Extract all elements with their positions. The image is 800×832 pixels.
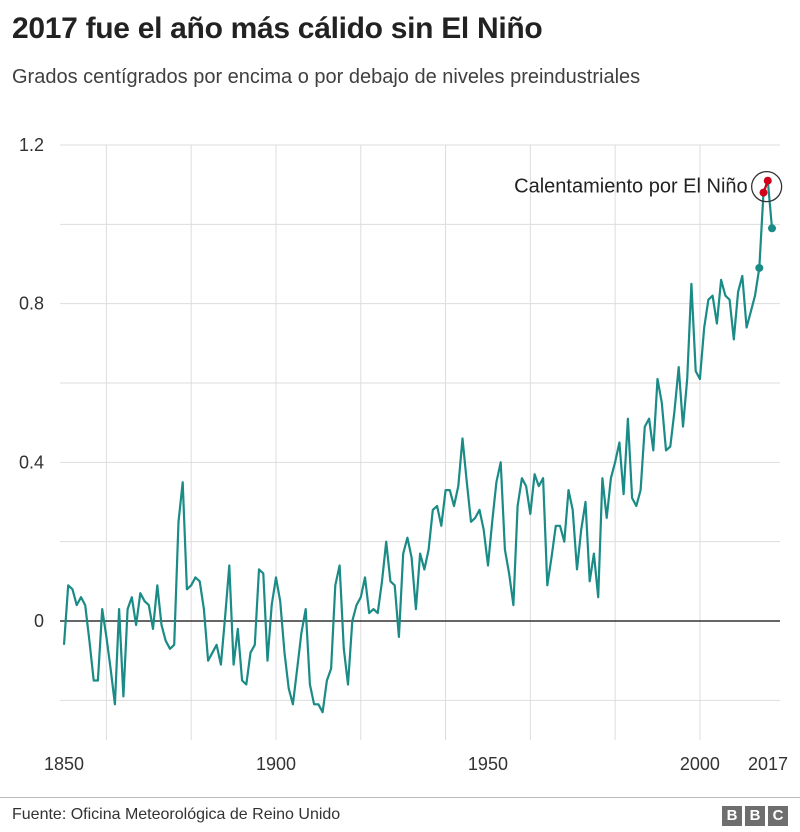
data-point: [755, 263, 764, 272]
chart-title: 2017 fue el año más cálido sin El Niño: [12, 12, 543, 45]
line-chart: 0 0.4 0.8 1.2 1850 1900 1950 2000 2017 Calentamie…: [19, 135, 788, 774]
data-point: [768, 224, 776, 233]
annotation-label: Calentamiento por El Niño: [514, 176, 747, 198]
source-note: Fuente: Oficina Meteorológica de Reino U…: [12, 806, 341, 823]
x-tick-label: 1950: [468, 754, 508, 774]
bbc-logo-letter: B: [745, 806, 765, 826]
y-tick-label: 0: [34, 611, 44, 631]
annotation-circle: [750, 170, 783, 203]
y-tick-label: 1.2: [19, 135, 44, 155]
x-tick-label: 2017: [748, 754, 788, 774]
footer-divider: [0, 797, 800, 798]
x-tick-label: 2000: [680, 754, 720, 774]
el-nino-segment: [762, 180, 769, 193]
x-tick-label: 1900: [256, 754, 296, 774]
x-tick-label: 1850: [44, 754, 84, 774]
bbc-logo: B B C: [722, 806, 788, 826]
y-tick-label: 0.4: [19, 452, 44, 472]
bbc-logo-letter: C: [768, 806, 788, 826]
y-tick-label: 0.8: [19, 294, 44, 314]
chart-subtitle: Grados centígrados por encima o por deba…: [12, 66, 641, 88]
temperature-series-line: [62, 179, 774, 714]
bbc-logo-letter: B: [722, 806, 742, 826]
